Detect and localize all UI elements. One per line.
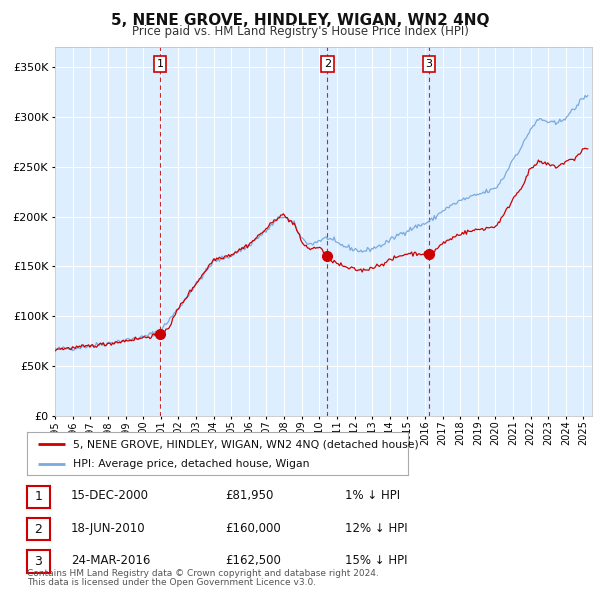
Text: £162,500: £162,500: [225, 554, 281, 567]
Text: 1: 1: [34, 490, 43, 503]
Text: £160,000: £160,000: [225, 522, 281, 535]
Text: 1% ↓ HPI: 1% ↓ HPI: [345, 489, 400, 502]
Text: Contains HM Land Registry data © Crown copyright and database right 2024.: Contains HM Land Registry data © Crown c…: [27, 569, 379, 578]
Text: 3: 3: [34, 555, 43, 568]
Text: 15-DEC-2000: 15-DEC-2000: [71, 489, 149, 502]
Text: 2: 2: [324, 59, 331, 69]
Text: £81,950: £81,950: [225, 489, 274, 502]
Text: 5, NENE GROVE, HINDLEY, WIGAN, WN2 4NQ (detached house): 5, NENE GROVE, HINDLEY, WIGAN, WN2 4NQ (…: [73, 440, 418, 450]
Text: 18-JUN-2010: 18-JUN-2010: [71, 522, 145, 535]
Text: 3: 3: [425, 59, 433, 69]
Text: Price paid vs. HM Land Registry's House Price Index (HPI): Price paid vs. HM Land Registry's House …: [131, 25, 469, 38]
Text: 15% ↓ HPI: 15% ↓ HPI: [345, 554, 407, 567]
Text: This data is licensed under the Open Government Licence v3.0.: This data is licensed under the Open Gov…: [27, 578, 316, 587]
Text: 2: 2: [34, 523, 43, 536]
Text: 12% ↓ HPI: 12% ↓ HPI: [345, 522, 407, 535]
Text: 1: 1: [157, 59, 164, 69]
Text: 24-MAR-2016: 24-MAR-2016: [71, 554, 150, 567]
Text: HPI: Average price, detached house, Wigan: HPI: Average price, detached house, Wiga…: [73, 460, 309, 469]
Text: 5, NENE GROVE, HINDLEY, WIGAN, WN2 4NQ: 5, NENE GROVE, HINDLEY, WIGAN, WN2 4NQ: [111, 13, 489, 28]
